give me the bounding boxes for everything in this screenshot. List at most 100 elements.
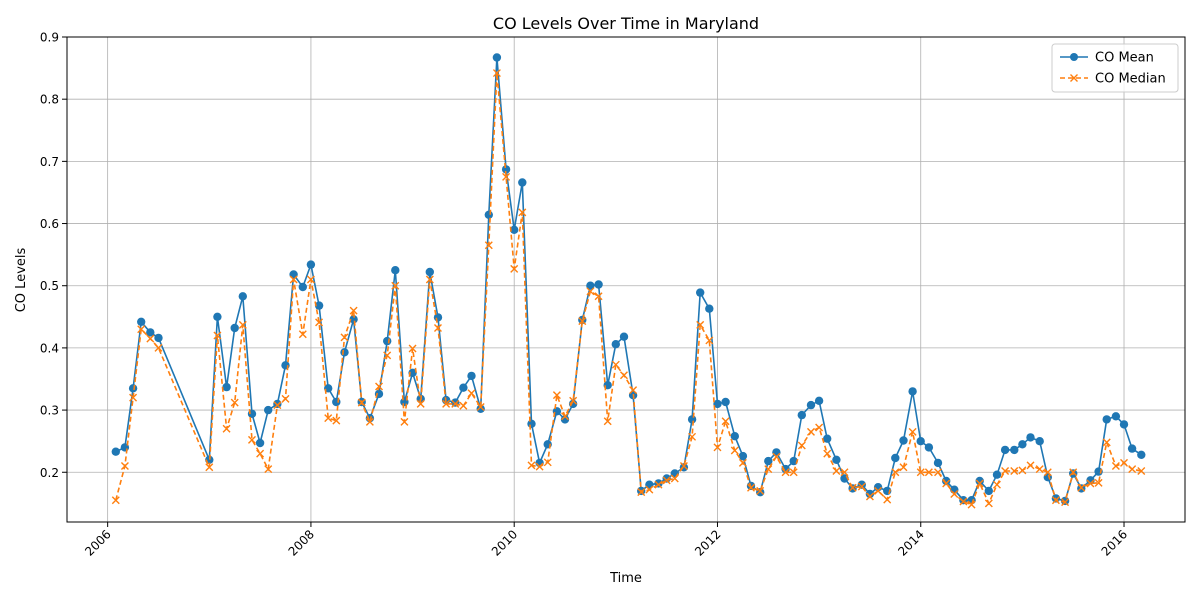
data-point-co-mean (942, 476, 951, 486)
data-point-co-median (146, 334, 155, 343)
data-point-co-median (916, 468, 925, 477)
data-point-co-median (594, 292, 603, 301)
data-point-co-mean (146, 328, 155, 337)
data-point-co-mean (213, 312, 222, 321)
data-point-co-median (1035, 465, 1044, 474)
data-point-co-median (611, 360, 620, 369)
data-point-co-mean (1086, 476, 1095, 485)
y-tick-label: 0.6 (40, 217, 59, 231)
data-point-co-median (273, 401, 282, 410)
data-point-co-mean (1060, 496, 1070, 506)
series-layer (111, 53, 1146, 509)
data-point-co-median (637, 488, 646, 497)
data-point-co-median (256, 449, 265, 458)
data-point-co-median (670, 474, 679, 483)
data-point-co-mean (137, 317, 146, 326)
data-point-co-mean (1111, 412, 1121, 421)
data-point-co-median (1111, 462, 1120, 471)
data-point-co-median (959, 497, 968, 506)
data-point-co-median (510, 264, 519, 273)
data-point-co-mean (687, 415, 697, 424)
data-point-co-mean (154, 333, 163, 343)
data-point-co-mean (891, 453, 900, 463)
data-point-co-median (688, 432, 697, 441)
data-point-co-mean (476, 404, 485, 413)
data-point-co-median (1051, 496, 1060, 505)
data-point-co-median (662, 476, 671, 485)
data-point-co-mean (975, 476, 984, 486)
y-tick-label: 0.4 (40, 341, 59, 355)
legend-marker-co-median (1070, 74, 1078, 82)
data-point-co-median (476, 402, 485, 411)
data-point-co-median (425, 275, 434, 284)
data-point-co-median (459, 401, 468, 410)
data-point-co-median (806, 427, 815, 436)
data-point-co-mean (111, 447, 121, 456)
data-point-co-median (1102, 438, 1111, 447)
data-point-co-median (375, 382, 384, 391)
data-point-co-mean (992, 470, 1002, 479)
data-point-co-median (586, 287, 595, 296)
data-point-co-median (324, 414, 333, 423)
data-point-co-median (264, 465, 273, 474)
data-point-co-median (883, 495, 892, 504)
data-point-co-mean (823, 434, 832, 443)
data-point-co-median (1069, 468, 1078, 477)
data-point-co-median (205, 463, 214, 472)
data-point-co-mean (705, 304, 714, 313)
legend: CO Mean CO Median (1051, 43, 1179, 93)
data-point-co-median (781, 468, 790, 477)
data-point-co-median (984, 499, 993, 508)
y-tick-label: 0.3 (40, 404, 59, 418)
data-point-co-median (120, 462, 129, 471)
data-point-co-mean (273, 399, 282, 409)
data-point-co-median (1018, 466, 1027, 475)
data-point-co-median (645, 485, 654, 494)
data-point-co-mean (721, 397, 730, 407)
data-point-co-median (408, 344, 417, 353)
data-point-co-mean (1035, 437, 1044, 446)
data-point-co-median (797, 441, 806, 450)
data-point-co-median (679, 462, 688, 471)
data-point-co-mean (298, 282, 307, 292)
legend-marker-co-mean (1070, 53, 1078, 61)
data-point-co-median (230, 398, 239, 407)
data-point-co-mean (527, 419, 536, 428)
data-point-co-mean (306, 260, 316, 269)
data-point-co-median (934, 468, 943, 477)
data-point-co-median (924, 468, 933, 477)
chart-title: CO Levels Over Time in Maryland (493, 14, 759, 33)
data-point-co-mean (865, 489, 875, 499)
data-point-co-mean (781, 464, 790, 474)
data-point-co-mean (950, 485, 959, 494)
data-point-co-mean (916, 437, 925, 446)
data-point-co-mean (713, 399, 722, 409)
data-point-co-median (654, 480, 663, 489)
data-point-co-mean (492, 53, 502, 62)
data-point-co-median (1094, 478, 1103, 487)
data-point-co-mean (738, 451, 748, 461)
data-point-co-median (213, 331, 222, 340)
data-point-co-median (543, 458, 552, 467)
data-point-co-median (967, 500, 976, 509)
data-point-co-median (298, 330, 307, 339)
data-point-co-mean (594, 280, 603, 289)
data-point-co-median (747, 483, 756, 492)
data-point-co-mean (1119, 420, 1129, 429)
data-point-co-median (832, 467, 841, 476)
data-point-co-mean (451, 398, 460, 407)
data-point-co-median (942, 479, 951, 488)
data-point-co-median (442, 399, 451, 408)
data-point-co-mean (510, 225, 519, 234)
data-point-co-median (349, 306, 358, 315)
data-point-co-mean (1026, 433, 1035, 442)
data-point-co-median (129, 393, 138, 402)
data-point-co-median (561, 412, 570, 421)
data-point-co-mean (764, 456, 773, 466)
data-point-co-median (756, 486, 765, 495)
data-point-co-median (1137, 467, 1146, 476)
data-point-co-mean (1102, 415, 1111, 424)
data-point-co-median (383, 351, 392, 360)
data-point-co-median (696, 320, 705, 329)
data-point-co-mean (484, 210, 493, 219)
